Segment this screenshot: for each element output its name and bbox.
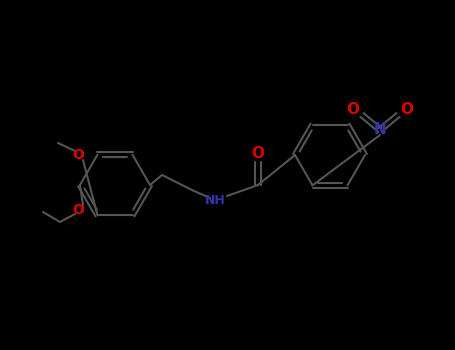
Text: O: O [72, 148, 84, 162]
Text: N: N [374, 122, 386, 138]
Text: O: O [252, 147, 264, 161]
Text: NH: NH [205, 194, 225, 206]
Text: O: O [72, 203, 84, 217]
Text: O: O [347, 103, 359, 118]
Text: O: O [400, 103, 414, 118]
